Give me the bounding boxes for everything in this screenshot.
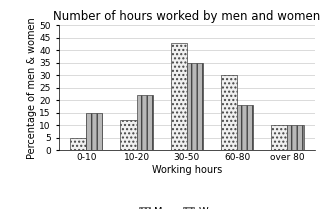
Title: Number of hours worked by men and women: Number of hours worked by men and women bbox=[53, 10, 320, 23]
Y-axis label: Percentage of men & women: Percentage of men & women bbox=[27, 17, 37, 159]
Bar bbox=[271, 125, 288, 150]
Bar bbox=[70, 138, 86, 150]
X-axis label: Working hours: Working hours bbox=[152, 165, 222, 175]
Bar bbox=[288, 125, 304, 150]
Bar bbox=[86, 113, 102, 150]
Legend: Men, Women: Men, Women bbox=[135, 203, 239, 209]
Bar bbox=[136, 95, 153, 150]
Bar bbox=[171, 43, 187, 150]
Bar bbox=[121, 120, 136, 150]
Bar bbox=[237, 105, 253, 150]
Bar bbox=[187, 63, 203, 150]
Bar bbox=[221, 75, 237, 150]
